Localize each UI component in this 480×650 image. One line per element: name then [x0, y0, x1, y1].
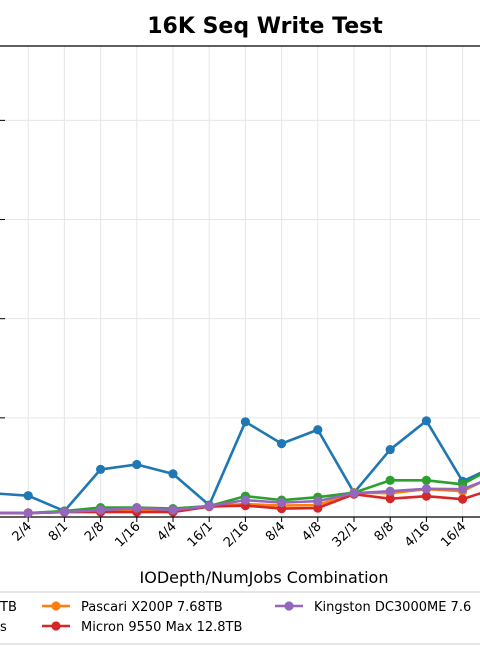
x-tick-label: 16/1	[185, 519, 216, 550]
data-point	[458, 494, 468, 504]
legend-entry: Micron 9550 Max 12.8TB	[42, 620, 242, 635]
data-point	[132, 459, 142, 470]
data-point	[349, 488, 359, 498]
data-point	[240, 495, 250, 505]
axes	[0, 45, 480, 518]
x-tick-label: 1/16	[112, 519, 143, 550]
legend-marker	[284, 601, 294, 611]
x-tick-label: 8/4	[263, 519, 288, 544]
series-lines	[0, 416, 480, 518]
legend-box	[0, 591, 480, 645]
data-point	[313, 503, 323, 513]
x-tick-label: 8/8	[372, 519, 397, 544]
series-0	[0, 416, 480, 516]
legend-entry: TB	[0, 600, 17, 615]
legend: TB s Pascari X200P 7.68TB Micron 9550 Max 1…	[0, 591, 480, 645]
data-point	[240, 417, 250, 427]
data-point	[421, 475, 431, 485]
x-tick-label: 4/16	[402, 519, 433, 550]
data-point	[277, 439, 287, 449]
data-point	[96, 505, 106, 515]
data-point	[132, 503, 142, 513]
legend-entry: Kingston DC3000ME 7.6	[275, 600, 471, 615]
x-tick-label: 8/1	[46, 519, 71, 544]
legend-marker	[51, 621, 61, 631]
data-point	[23, 491, 33, 501]
data-point	[96, 464, 106, 475]
legend-label: Pascari X200P 7.68TB	[81, 600, 223, 615]
x-tick-label: 2/16	[221, 519, 252, 550]
legend-label: TB	[0, 600, 17, 615]
data-point	[385, 494, 395, 504]
data-point	[458, 484, 468, 494]
data-point	[385, 475, 395, 485]
series-4	[0, 481, 480, 518]
legend-marker	[51, 601, 61, 611]
x-axis-label: IODepth/NumJobs Combination	[140, 568, 389, 587]
x-tick-label: 16/4	[438, 519, 469, 550]
legend-label: Kingston DC3000ME 7.6	[314, 600, 471, 615]
data-point	[385, 444, 395, 455]
data-point	[313, 496, 323, 506]
data-point	[59, 507, 69, 517]
x-tick-label: 4/4	[154, 519, 179, 544]
legend-label: s	[0, 620, 7, 635]
data-point	[421, 484, 431, 494]
legend-entry: Pascari X200P 7.68TB	[42, 600, 223, 615]
legend-entry: s	[0, 620, 7, 635]
data-point	[421, 491, 431, 501]
x-tick-label: 32/1	[330, 519, 361, 550]
data-point	[313, 425, 323, 435]
grid	[0, 46, 480, 517]
data-point	[168, 505, 178, 515]
x-tick-label: 2/4	[10, 519, 35, 544]
data-point	[385, 486, 395, 496]
x-tick-label: 2/8	[82, 519, 107, 544]
data-point	[421, 416, 431, 426]
legend-label: Micron 9550 Max 12.8TB	[81, 620, 242, 635]
chart-title: 16K Seq Write Test	[147, 14, 383, 39]
data-point	[277, 498, 287, 508]
data-point	[168, 469, 178, 479]
data-point	[204, 501, 214, 511]
x-tick-label: 4/8	[299, 519, 324, 544]
x-tick-labels: 2/4 8/1 2/8 1/16 4/4 16/1 2/16 8/4 4/8 32/1 8/8 4/1…	[10, 517, 469, 550]
data-point	[23, 508, 33, 518]
